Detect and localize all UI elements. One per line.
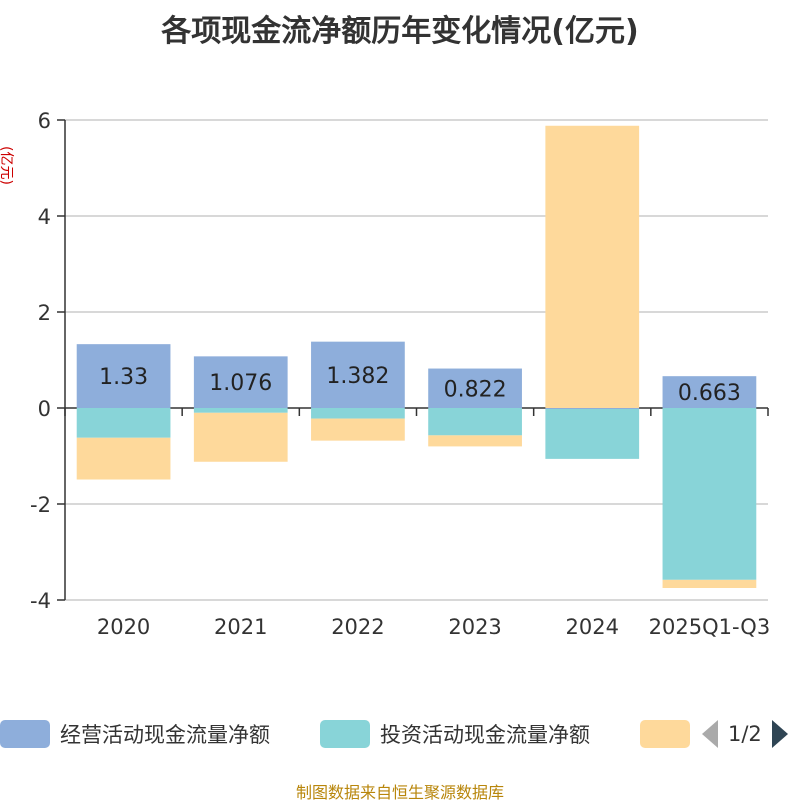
bar-segment-1-2020[interactable]	[76, 408, 171, 438]
y-axis-title: (亿元)	[0, 146, 14, 185]
x-tick-label: 2020	[97, 615, 150, 639]
bar-segment-1-2023[interactable]	[428, 408, 522, 436]
bar-segment-2-2023[interactable]	[428, 435, 522, 447]
bars	[76, 125, 757, 588]
data-label: 1.382	[326, 364, 389, 389]
x-tick-label: 2023	[448, 615, 501, 639]
bar-segment-1-2024[interactable]	[545, 408, 640, 459]
y-tick-label: 4	[38, 205, 51, 229]
bar-segment-1-2025Q1-Q3[interactable]	[662, 408, 757, 580]
legend-item-operating[interactable]: 经营活动现金流量净额	[0, 716, 270, 752]
bar-segment-1-2022[interactable]	[311, 408, 405, 419]
y-tick-label: 6	[38, 109, 51, 133]
bar-segment-2-2024[interactable]	[545, 125, 640, 408]
chart-plot: -4 -2 0 2 4 6 2020 2021 2022 2023 2024 2025Q1-Q3 1.…	[0, 109, 770, 639]
bar-segment-2-2020[interactable]	[76, 437, 171, 480]
data-label: 0.822	[444, 377, 507, 402]
legend-prev-arrow-icon[interactable]	[702, 720, 718, 748]
legend-label-operating: 经营活动现金流量净额	[60, 723, 270, 747]
legend-item-investing[interactable]: 投资活动现金流量净额	[320, 716, 590, 752]
data-label: 0.663	[678, 381, 741, 406]
bar-segment-0-2022[interactable]	[311, 341, 405, 408]
bar-segment-2-2022[interactable]	[311, 418, 405, 441]
bar-segment-0-2021[interactable]	[193, 356, 288, 408]
data-labels: 1.33 1.076 1.382 0.822 0.663	[99, 364, 741, 406]
bar-segment-2-2021[interactable]	[193, 412, 288, 462]
data-source-note: 制图数据来自恒生聚源数据库	[295, 783, 504, 802]
legend-next-arrow-icon[interactable]	[771, 720, 788, 748]
bar-segment-0-2024[interactable]	[545, 408, 640, 409]
legend-pager: 1/2	[702, 716, 788, 752]
x-tick-label: 2022	[331, 615, 384, 639]
legend-swatch-investing	[320, 720, 370, 748]
axes: -4 -2 0 2 4 6 2020 2021 2022 2023 2024 2025Q1-Q3	[30, 109, 770, 639]
x-tick-label: 2021	[214, 615, 267, 639]
x-tick-label: 2025Q1-Q3	[649, 615, 771, 639]
legend-swatch-third	[640, 720, 690, 748]
legend-item-third[interactable]	[640, 716, 690, 752]
y-tick-label: -4	[30, 589, 51, 613]
bar-segment-0-2023[interactable]	[428, 368, 522, 408]
y-tick-label: 2	[38, 301, 51, 325]
bar-segment-1-2021[interactable]	[193, 408, 288, 413]
legend-label-investing: 投资活动现金流量净额	[380, 723, 590, 747]
grid-lines	[65, 119, 768, 601]
y-tick-label: -2	[30, 493, 51, 517]
x-tick-label: 2024	[566, 615, 619, 639]
chart-title: 各项现金流净额历年变化情况(亿元)	[161, 14, 639, 49]
legend-page-indicator: 1/2	[728, 722, 762, 746]
data-label: 1.076	[209, 371, 272, 396]
bar-segment-2-2025Q1-Q3[interactable]	[662, 579, 757, 588]
y-tick-label: 0	[38, 397, 51, 421]
bar-segment-0-2025Q1-Q3[interactable]	[662, 376, 757, 408]
legend: 经营活动现金流量净额 投资活动现金流量净额 1/2	[0, 716, 800, 752]
legend-swatch-operating	[0, 720, 50, 748]
bar-segment-0-2020[interactable]	[76, 344, 171, 408]
data-label: 1.33	[99, 365, 148, 390]
